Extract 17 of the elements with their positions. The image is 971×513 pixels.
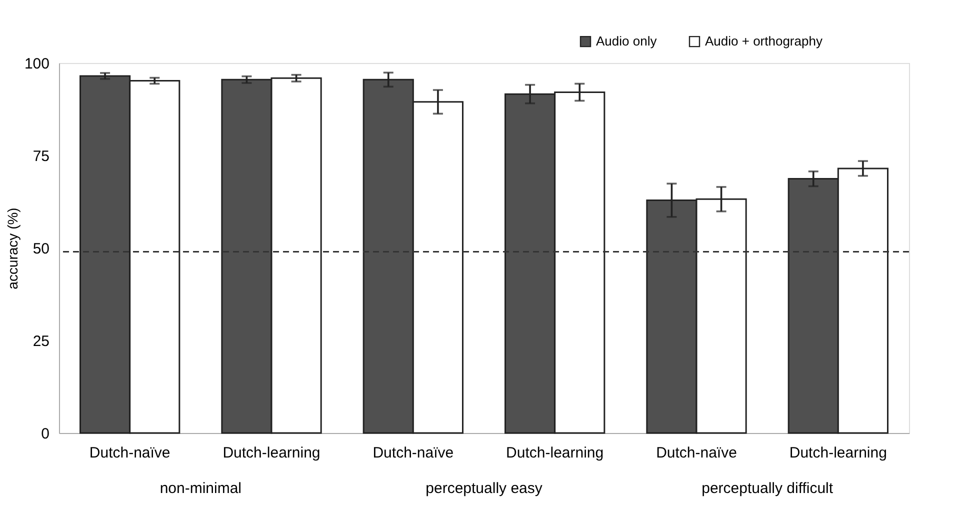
x-tick-label: Dutch-learning: [222, 444, 320, 462]
x-tick-label: Dutch-naïve: [89, 444, 170, 462]
x-tick-label: Dutch-naïve: [372, 444, 454, 462]
y-tick-label: 75: [32, 148, 50, 165]
x-tick-label: Dutch-naïve: [656, 444, 737, 462]
y-tick-label: 100: [24, 56, 50, 72]
text: non-minimal: [160, 480, 242, 497]
y-tick-label: 25: [32, 333, 50, 350]
x-tick-label: Dutch-learning: [506, 444, 604, 462]
text: perceptually difficult: [702, 480, 834, 497]
x-tick-label: Dutch-learning: [789, 444, 887, 462]
y-axis-title: accuracy (%): [4, 208, 20, 290]
legend-label: Audio only: [596, 34, 658, 49]
y-tick-label: 50: [32, 240, 50, 258]
legend-label: Audio + orthography: [705, 34, 823, 49]
y-tick-label: 0: [41, 426, 50, 442]
text: perceptually easy: [426, 480, 543, 497]
